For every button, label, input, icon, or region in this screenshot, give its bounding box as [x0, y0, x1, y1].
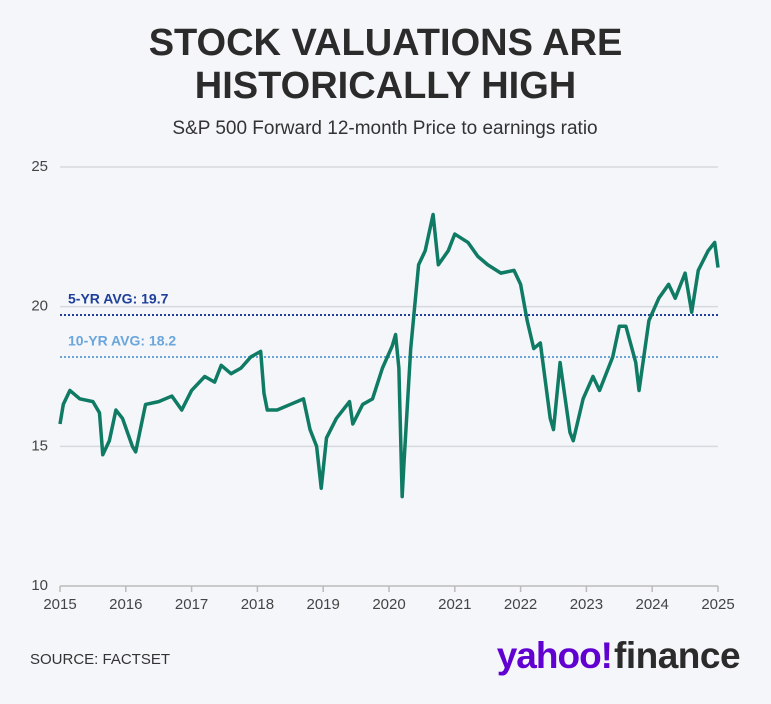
x-tick-label: 2021	[438, 596, 471, 613]
logo-brand: yahoo!	[497, 635, 612, 676]
x-tick-label: 2015	[43, 596, 76, 613]
x-tick-label: 2020	[372, 596, 405, 613]
y-tick-label: 25	[31, 158, 48, 175]
reference-label: 5-YR AVG: 19.7	[68, 291, 169, 307]
source: SOURCE: FACTSET	[30, 651, 170, 668]
reference-label: 10-YR AVG: 18.2	[68, 333, 176, 349]
title-box: STOCK VALUATIONS ARE HISTORICALLY HIGH	[148, 22, 623, 107]
y-tick-label: 20	[31, 298, 48, 315]
logo-product: finance	[614, 635, 740, 676]
chart-title: STOCK VALUATIONS ARE HISTORICALLY HIGH	[148, 22, 623, 107]
x-tick-label: 2023	[570, 596, 603, 613]
y-tick-label: 15	[31, 437, 48, 454]
chart-subtitle: S&P 500 Forward 12-month Price to earnin…	[172, 118, 597, 139]
series-line	[58, 212, 720, 499]
x-tick-label: 2022	[504, 596, 537, 613]
x-tick-label: 2017	[175, 596, 208, 613]
x-tick-label: 2019	[307, 596, 340, 613]
x-tick-label: 2025	[701, 596, 734, 613]
x-tick-label: 2024	[636, 596, 669, 613]
y-tick-label: 10	[31, 577, 48, 594]
x-tick-label: 2018	[241, 596, 274, 613]
x-tick-label: 2016	[109, 596, 142, 613]
